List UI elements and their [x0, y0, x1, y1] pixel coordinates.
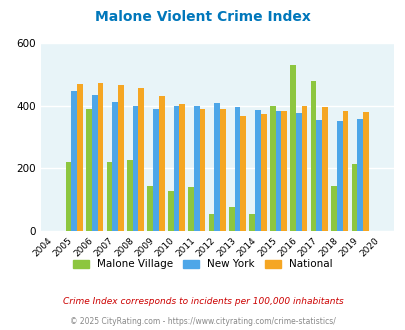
Bar: [173, 106, 179, 231]
Bar: [234, 107, 240, 231]
Bar: [220, 109, 225, 231]
Bar: [86, 109, 92, 231]
Bar: [194, 106, 199, 231]
Bar: [269, 106, 275, 231]
Bar: [167, 191, 173, 231]
Bar: [275, 111, 281, 231]
Bar: [260, 114, 266, 231]
Bar: [290, 65, 295, 231]
Bar: [106, 162, 112, 231]
Bar: [66, 162, 71, 231]
Bar: [321, 107, 327, 231]
Bar: [127, 160, 132, 231]
Bar: [342, 111, 347, 231]
Bar: [362, 112, 368, 231]
Bar: [153, 109, 158, 231]
Bar: [147, 185, 153, 231]
Text: Malone Violent Crime Index: Malone Violent Crime Index: [95, 10, 310, 24]
Bar: [240, 116, 245, 231]
Legend: Malone Village, New York, National: Malone Village, New York, National: [68, 255, 337, 274]
Bar: [77, 84, 83, 231]
Bar: [112, 103, 118, 231]
Bar: [71, 91, 77, 231]
Bar: [249, 214, 255, 231]
Bar: [281, 111, 286, 231]
Bar: [97, 83, 103, 231]
Bar: [208, 214, 214, 231]
Bar: [301, 106, 307, 231]
Bar: [158, 96, 164, 231]
Bar: [255, 110, 260, 231]
Bar: [315, 120, 321, 231]
Bar: [310, 81, 315, 231]
Bar: [92, 95, 97, 231]
Bar: [199, 109, 205, 231]
Text: © 2025 CityRating.com - https://www.cityrating.com/crime-statistics/: © 2025 CityRating.com - https://www.city…: [70, 317, 335, 326]
Bar: [138, 88, 144, 231]
Text: Crime Index corresponds to incidents per 100,000 inhabitants: Crime Index corresponds to incidents per…: [62, 297, 343, 306]
Bar: [179, 104, 185, 231]
Bar: [356, 119, 362, 231]
Bar: [188, 187, 194, 231]
Bar: [132, 106, 138, 231]
Bar: [295, 113, 301, 231]
Bar: [118, 85, 124, 231]
Bar: [214, 103, 220, 231]
Bar: [228, 208, 234, 231]
Bar: [336, 121, 342, 231]
Bar: [330, 185, 336, 231]
Bar: [351, 164, 356, 231]
